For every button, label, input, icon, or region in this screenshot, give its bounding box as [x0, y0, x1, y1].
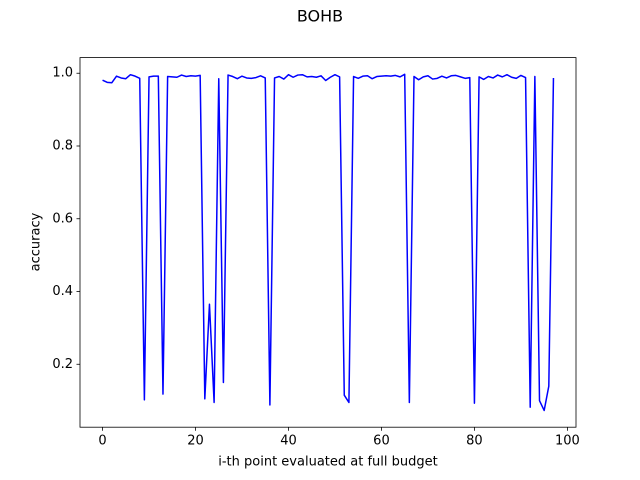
- line-series: [102, 73, 555, 412]
- y-axis-label: accuracy: [29, 212, 44, 271]
- y-tick-label: 0.2: [52, 357, 73, 372]
- axes-frame: [79, 57, 577, 428]
- x-tick-label: 0: [98, 434, 106, 449]
- x-tick-label: 80: [466, 434, 483, 449]
- x-tick-label: 100: [555, 434, 580, 449]
- chart-title: BOHB: [297, 7, 343, 26]
- y-tick-label: 0.4: [52, 284, 73, 299]
- y-tick-label: 1.0: [52, 66, 73, 81]
- x-tick-label: 40: [280, 434, 297, 449]
- x-tick-label: 20: [187, 434, 204, 449]
- y-tick-label: 0.6: [52, 211, 73, 226]
- x-axis-label: i-th point evaluated at full budget: [218, 455, 437, 470]
- x-tick-label: 60: [373, 434, 390, 449]
- y-tick-label: 0.8: [52, 138, 73, 153]
